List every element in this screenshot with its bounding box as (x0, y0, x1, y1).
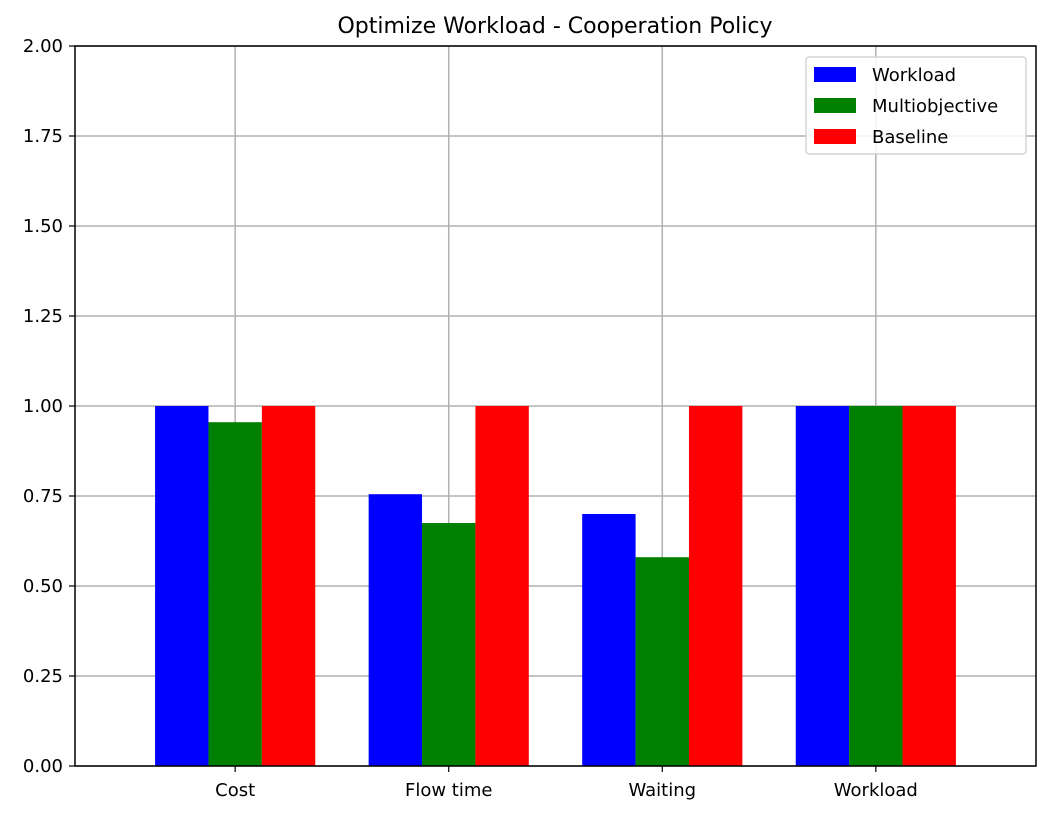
x-tick-label: Cost (215, 780, 255, 801)
bar-multiobjective-cost (208, 422, 262, 766)
x-tick-label: Workload (834, 780, 918, 801)
legend-label: Multiobjective (872, 96, 998, 117)
bars-group (155, 406, 956, 766)
legend-swatch (814, 129, 856, 144)
legend-label: Workload (872, 65, 956, 86)
y-tick-label: 0.25 (23, 666, 63, 687)
y-tick-label: 1.00 (23, 396, 63, 417)
bar-multiobjective-workload (849, 406, 903, 766)
y-tick-label: 0.75 (23, 486, 63, 507)
plot-frame (74, 45, 1037, 767)
y-tick-label: 1.25 (23, 306, 63, 327)
y-tick-label: 1.50 (23, 216, 63, 237)
x-tick-label: Waiting (628, 780, 696, 801)
legend-box (805, 56, 1027, 155)
chart-title: Optimize Workload - Cooperation Policy (337, 14, 772, 39)
y-tick-label: 0.50 (23, 576, 63, 597)
bar-baseline-waiting (688, 406, 743, 766)
bar-workload-flow-time (368, 494, 423, 766)
bar-workload-cost (155, 406, 209, 766)
legend: Workload Multiobjective Baseline (805, 56, 1027, 155)
x-tick-label: Flow time (405, 780, 492, 801)
legend-swatch (814, 67, 856, 82)
bar-workload-workload (795, 406, 850, 766)
y-tick-label: 0.00 (23, 756, 63, 777)
y-tick-label: 2.00 (23, 36, 63, 57)
legend-swatch (814, 98, 856, 113)
y-tick-label: 1.75 (23, 126, 63, 147)
bar-multiobjective-flow-time (422, 523, 476, 766)
bar-multiobjective-waiting (635, 557, 689, 766)
bar-baseline-flow-time (475, 406, 529, 766)
bar-workload-waiting (582, 514, 636, 766)
legend-label: Baseline (872, 127, 948, 148)
bar-baseline-workload (902, 406, 956, 766)
bar-baseline-cost (261, 406, 316, 766)
axes: 0.00 0.25 0.50 0.75 1.00 1.25 1.50 1.75 2.00 Cost… (23, 36, 1037, 801)
